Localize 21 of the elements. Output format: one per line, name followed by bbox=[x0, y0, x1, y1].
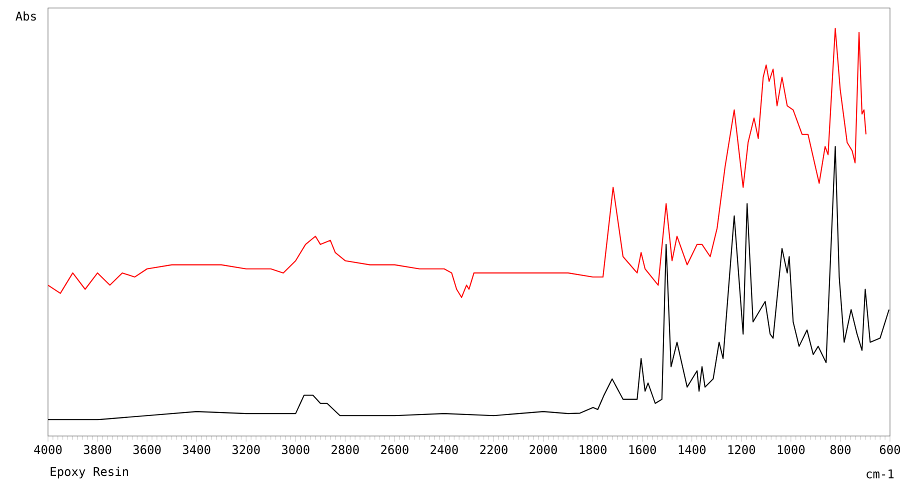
x-tick-label: 3200 bbox=[232, 444, 260, 454]
x-tick-label: 4000 bbox=[34, 444, 62, 454]
x-tick-label: 600 bbox=[880, 444, 900, 454]
x-tick-label: 3600 bbox=[133, 444, 161, 454]
x-tick-label: 1400 bbox=[678, 444, 706, 454]
x-tick-label: 3400 bbox=[182, 444, 210, 454]
x-tick-label: 2600 bbox=[381, 444, 408, 454]
x-tick-label: 1000 bbox=[778, 444, 805, 454]
x-tick-label: 1200 bbox=[728, 444, 756, 454]
x-tick-label: 2400 bbox=[430, 444, 458, 454]
x-tick-label: 2800 bbox=[332, 444, 359, 454]
x-tick-label: 2200 bbox=[480, 444, 508, 454]
y-axis-title: Abs bbox=[16, 11, 36, 20]
x-tick-label: 800 bbox=[830, 444, 851, 454]
text: Epoxy Resin bbox=[50, 466, 128, 478]
x-tick-label: 1600 bbox=[629, 444, 656, 454]
x-tick-label: 1800 bbox=[580, 444, 606, 454]
x-tick-label: 2000 bbox=[530, 444, 557, 454]
x-axis-title: cm-1 bbox=[866, 469, 894, 478]
x-tick-label: 3000 bbox=[282, 444, 310, 454]
x-tick-label: 3800 bbox=[84, 444, 112, 454]
